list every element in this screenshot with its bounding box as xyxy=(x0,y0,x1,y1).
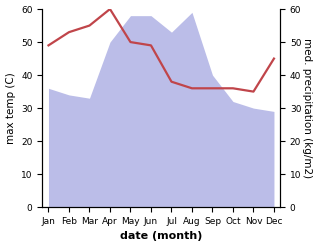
Y-axis label: med. precipitation (kg/m2): med. precipitation (kg/m2) xyxy=(302,38,313,178)
X-axis label: date (month): date (month) xyxy=(120,231,203,242)
Y-axis label: max temp (C): max temp (C) xyxy=(5,72,16,144)
